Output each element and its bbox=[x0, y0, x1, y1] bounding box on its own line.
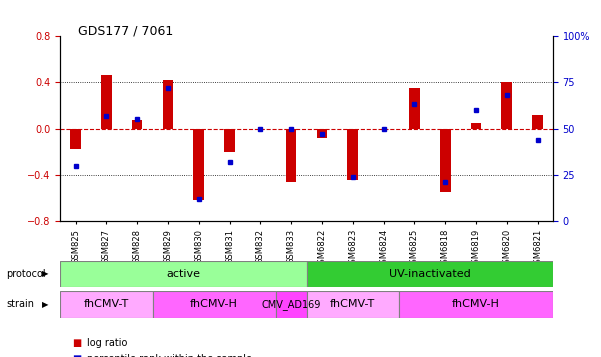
Bar bbox=[532, 115, 543, 129]
FancyBboxPatch shape bbox=[60, 291, 153, 318]
Text: UV-inactivated: UV-inactivated bbox=[389, 269, 471, 279]
Bar bbox=[224, 129, 235, 152]
Bar bbox=[70, 129, 81, 149]
Bar bbox=[409, 88, 419, 129]
Text: ■: ■ bbox=[72, 338, 81, 348]
FancyBboxPatch shape bbox=[307, 291, 399, 318]
Text: fhCMV-H: fhCMV-H bbox=[190, 299, 238, 310]
Text: fhCMV-T: fhCMV-T bbox=[84, 299, 129, 310]
Bar bbox=[501, 82, 512, 129]
Text: fhCMV-T: fhCMV-T bbox=[330, 299, 376, 310]
Bar bbox=[285, 129, 296, 182]
Text: ▶: ▶ bbox=[42, 300, 48, 309]
Bar bbox=[347, 129, 358, 180]
Text: protocol: protocol bbox=[6, 269, 46, 279]
Text: percentile rank within the sample: percentile rank within the sample bbox=[87, 354, 252, 357]
Text: fhCMV-H: fhCMV-H bbox=[452, 299, 500, 310]
Bar bbox=[132, 120, 142, 129]
FancyBboxPatch shape bbox=[276, 291, 307, 318]
Bar bbox=[194, 129, 204, 200]
Bar bbox=[101, 75, 112, 129]
Text: ■: ■ bbox=[72, 354, 81, 357]
Text: CMV_AD169: CMV_AD169 bbox=[261, 299, 321, 310]
FancyBboxPatch shape bbox=[399, 291, 553, 318]
Text: ▶: ▶ bbox=[42, 270, 48, 278]
Bar bbox=[162, 80, 173, 129]
Bar bbox=[471, 123, 481, 129]
Text: active: active bbox=[166, 269, 200, 279]
Text: GDS177 / 7061: GDS177 / 7061 bbox=[78, 25, 173, 38]
Bar bbox=[317, 129, 328, 138]
FancyBboxPatch shape bbox=[307, 261, 553, 287]
Text: log ratio: log ratio bbox=[87, 338, 127, 348]
FancyBboxPatch shape bbox=[153, 291, 276, 318]
Text: strain: strain bbox=[6, 299, 34, 310]
Bar bbox=[440, 129, 451, 192]
FancyBboxPatch shape bbox=[60, 261, 307, 287]
